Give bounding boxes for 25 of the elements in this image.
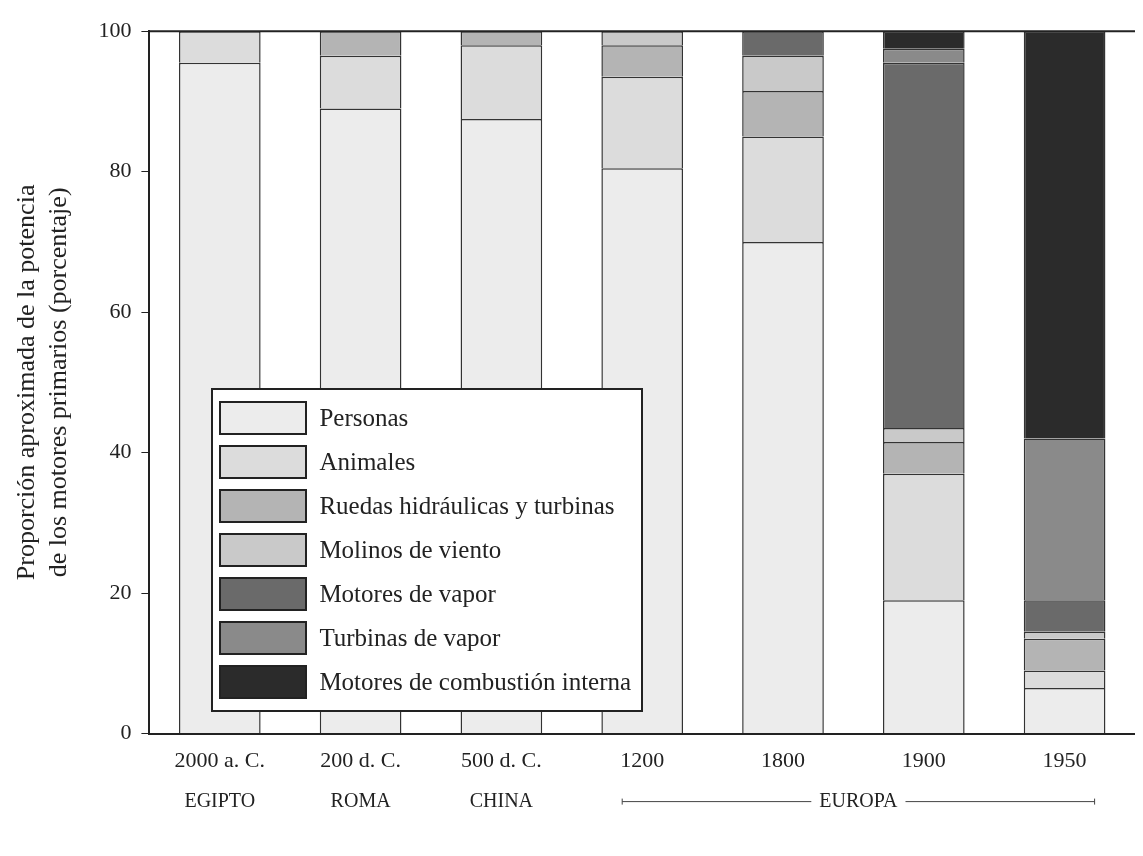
y-tick-label: 80 <box>109 157 132 183</box>
x-tick-label: 200 d. C. <box>320 746 401 772</box>
x-tick-label: 1800 <box>761 746 805 772</box>
x-tick-label: 500 d. C. <box>461 746 542 772</box>
legend-label: Turbinas de vapor <box>319 623 501 652</box>
y-tick-label: 0 <box>120 719 132 745</box>
text: EGIPTO <box>184 788 256 811</box>
text: CHINA <box>469 788 534 811</box>
x-tick-label: 1900 <box>901 746 946 772</box>
x-tick-label: 2000 a. C. <box>174 746 266 772</box>
legend-label: Motores de vapor <box>319 579 496 608</box>
legend-label: Animales <box>319 447 416 476</box>
y-axis-title: Proporción aproximada de la potencia de los motores primarios (porcentaje) <box>11 184 72 581</box>
legend-label: Motores de combustión interna <box>319 667 632 696</box>
legend-label: Molinos de viento <box>319 535 502 564</box>
x-tick-label: 1950 <box>1042 746 1087 772</box>
text: ROMA <box>330 788 392 811</box>
y-tick-label: 20 <box>109 578 132 604</box>
y-tick-label: 100 <box>98 16 132 42</box>
legend-label: Personas <box>319 403 409 432</box>
y-tick-label: 40 <box>109 438 132 464</box>
y-tick-label: 60 <box>109 297 132 323</box>
legend-label: Ruedas hidráulicas y turbinas <box>319 491 615 520</box>
text: EUROPA <box>819 788 899 811</box>
x-tick-label: 1200 <box>620 746 665 772</box>
